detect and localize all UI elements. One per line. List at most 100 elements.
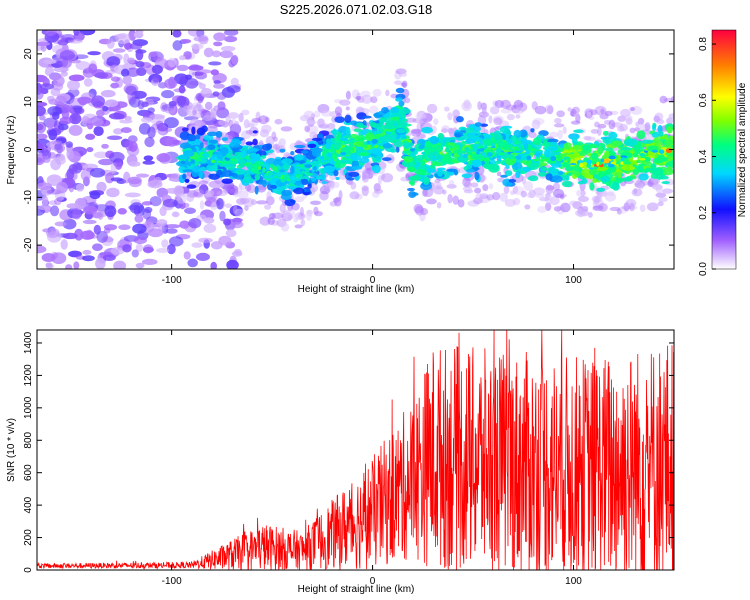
spectrogram-blob [652, 184, 663, 189]
spectrogram-blob [82, 255, 95, 262]
spectrogram-core [230, 159, 238, 165]
spectrogram-core [319, 155, 325, 160]
spectrogram-blob [344, 114, 352, 124]
spectrogram-blob [188, 217, 202, 229]
y-tick-label: 20 [23, 48, 34, 60]
spectrogram-blob [332, 128, 337, 138]
spectrogram-core [588, 167, 595, 170]
spectrogram-blob [657, 154, 665, 161]
spectrogram-core [499, 152, 505, 156]
spectrogram-blob [294, 144, 306, 149]
spectrogram-blob [143, 155, 154, 162]
spectrogram-blob [186, 134, 197, 142]
spectrogram-blob [274, 118, 283, 125]
spectrogram-blob [591, 195, 603, 203]
spectrogram-blob [538, 197, 550, 202]
spectrogram-blob [633, 187, 638, 195]
spectrogram-blob [207, 126, 218, 133]
spectrogram-core [437, 154, 443, 160]
spectrogram-core [421, 160, 426, 166]
spectrogram-core [294, 167, 302, 173]
spectrogram-blob [279, 203, 286, 214]
spectrogram-core [260, 164, 267, 167]
spectrogram-blob [216, 190, 228, 196]
spectrogram-blob [323, 165, 335, 173]
spectrogram-blob [350, 120, 358, 126]
spectrogram-blob [208, 173, 220, 180]
y-tick-label: 400 [23, 496, 34, 513]
spectrogram-blob [162, 198, 178, 208]
spectrogram-blob [441, 153, 451, 162]
spectrogram-blob [655, 192, 667, 198]
spectrogram-core [216, 160, 223, 164]
spectrogram-core [486, 152, 493, 157]
spectrogram-core [403, 150, 412, 154]
spectrogram-core [301, 170, 305, 175]
spectrogram-blob [43, 59, 57, 64]
spectrogram-blob [181, 127, 189, 132]
spectrogram-blob [395, 146, 400, 153]
spectrogram-blob [362, 162, 373, 169]
spectrogram-blob [127, 176, 142, 185]
spectrogram-blob [661, 188, 674, 194]
spectrogram-core [430, 148, 438, 153]
x-tick-label: 0 [370, 576, 376, 587]
spectrogram-blob [319, 172, 327, 181]
spectrogram-blob [198, 83, 206, 90]
spectrogram-blob [50, 140, 63, 145]
spectrogram-blob [62, 218, 77, 230]
spectrogram-blob [358, 152, 369, 157]
spectrogram-blob [657, 201, 664, 207]
spectrogram-blob [164, 107, 175, 114]
x-tick-label: 100 [565, 275, 582, 286]
spectrogram-core [230, 158, 237, 162]
spectrogram-blob [370, 96, 378, 104]
spectrogram-blob [95, 109, 105, 117]
spectrogram-blob [216, 92, 227, 100]
spectrogram-blob [433, 118, 439, 125]
spectrogram-blob [535, 193, 545, 198]
spectrogram-blob [369, 105, 379, 115]
spectrogram-core [476, 150, 480, 155]
spectrogram-blob [429, 136, 440, 145]
spectrogram-blob [238, 168, 244, 175]
spectrogram-blob [293, 187, 305, 195]
spectrogram-core [463, 153, 468, 159]
spectrogram-blob [261, 124, 272, 134]
spectrogram-blob [526, 192, 534, 199]
spectrogram-blob [176, 64, 189, 72]
spectrogram-blob [558, 143, 566, 149]
spectrogram-blob [116, 161, 123, 167]
spectrogram-blob [105, 172, 115, 184]
spectrogram-blob [471, 159, 482, 168]
spectrogram-blob [395, 87, 405, 94]
spectrogram-blob [495, 160, 501, 165]
spectrogram-blob [290, 151, 295, 156]
spectrogram-blob [608, 119, 616, 130]
spectrogram-blob [592, 178, 598, 184]
spectrogram-blob [184, 78, 199, 89]
spectrogram-blob [398, 100, 405, 107]
spectrogram-blob [205, 189, 215, 198]
spectrogram-core [407, 166, 416, 173]
spectrogram-blob [69, 113, 82, 125]
spectrogram-blob [571, 136, 578, 145]
colorbar-tick-label: 0.8 [698, 37, 709, 51]
spectrogram-blob [47, 106, 63, 116]
spectrogram-blob [68, 74, 85, 82]
spectrogram-blob [506, 113, 515, 121]
spectrogram-blob [272, 136, 278, 142]
spectrogram-blob [87, 51, 101, 56]
spectrogram-core [592, 158, 598, 162]
spectrogram-blob [394, 80, 403, 85]
spectrogram-blob [156, 153, 171, 163]
spectrogram-blob [222, 168, 228, 173]
spectrogram-blob [66, 168, 75, 180]
spectrogram-blob [532, 137, 542, 146]
spectrogram-blob [219, 50, 234, 59]
spectrogram-core [567, 163, 571, 168]
spectrogram-core [284, 174, 289, 180]
spectrogram-blob [318, 124, 329, 129]
spectrogram-blob [210, 241, 223, 250]
spectrogram-blob [220, 160, 232, 165]
